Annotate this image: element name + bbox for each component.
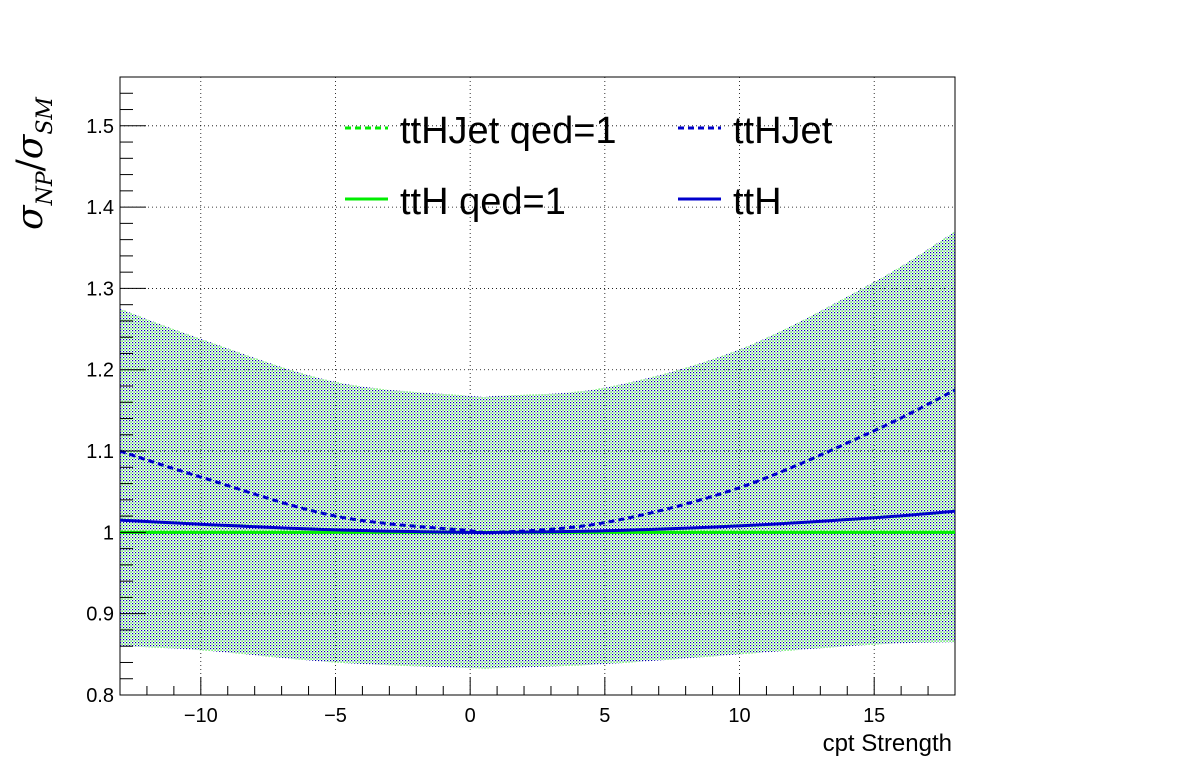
y-tick-label: 1.5 bbox=[86, 116, 114, 138]
x-tick-label: 15 bbox=[863, 705, 885, 727]
x-tick-label: 10 bbox=[728, 705, 750, 727]
y-tick-label: 1.2 bbox=[86, 360, 114, 382]
legend-label-0: ttHJet qed=1 bbox=[400, 110, 617, 152]
y-axis-num-sub: NP bbox=[33, 170, 58, 206]
series-line-3 bbox=[120, 509, 955, 535]
axis-ticks bbox=[119, 76, 956, 696]
x-tick-label: 0 bbox=[465, 705, 476, 727]
band-ttH bbox=[120, 231, 955, 669]
y-axis-symbol: σ bbox=[10, 204, 51, 230]
legend-label-3: ttH bbox=[733, 181, 782, 223]
x-tick-label: −5 bbox=[324, 705, 347, 727]
y-axis-den-sub: SM bbox=[33, 97, 58, 135]
legend-label-2: ttH qed=1 bbox=[400, 181, 566, 223]
y-tick-label: 1 bbox=[103, 522, 114, 544]
legend: ttHJet qed=1 ttHJet ttH qed=1 ttH bbox=[345, 110, 833, 223]
tick-labels: −10 −5 0 5 10 15 0.8 0.9 1 1.1 1.2 1.3 1.4 1.5 bbox=[86, 116, 885, 727]
x-tick-label: 5 bbox=[599, 705, 610, 727]
y-tick-label: 1.4 bbox=[86, 197, 114, 219]
legend-label-1: ttHJet bbox=[733, 110, 833, 152]
y-axis-symbol-2: σ bbox=[10, 133, 51, 159]
x-tick-label: −10 bbox=[184, 705, 218, 727]
error-bands bbox=[120, 231, 955, 669]
y-tick-label: 1.1 bbox=[86, 441, 114, 463]
y-axis-title: σNP/σSM bbox=[10, 97, 58, 230]
x-axis-title: cpt Strength bbox=[823, 730, 952, 757]
y-axis-slash: / bbox=[10, 158, 51, 171]
series-lines bbox=[120, 388, 955, 535]
y-tick-label: 0.9 bbox=[86, 604, 114, 626]
y-tick-label: 0.8 bbox=[86, 685, 114, 707]
svg-text:σNP/σSM: σNP/σSM bbox=[10, 97, 58, 230]
y-tick-label: 1.3 bbox=[86, 278, 114, 300]
